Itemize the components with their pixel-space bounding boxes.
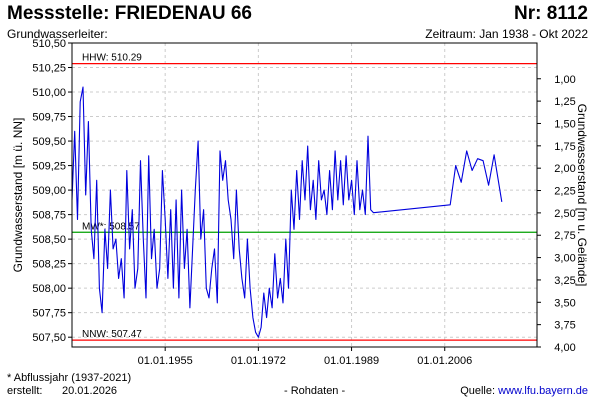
- plot-frame: [71, 42, 538, 348]
- data-type-label: - Rohdaten -: [284, 385, 346, 397]
- y2-tick-label: 2,25: [554, 186, 575, 198]
- y-tick-label: 508,00: [32, 283, 66, 295]
- x-tick-label: 01.01.1955: [138, 355, 193, 367]
- y2-tick-label: 3,75: [554, 320, 575, 332]
- reference-line-label: HHW: 510.29: [82, 53, 142, 64]
- station-number: Nr: 8112: [514, 3, 588, 25]
- y2-tick-label: 1,50: [554, 118, 575, 130]
- source-label: Quelle: www.lfu.bayern.de: [460, 385, 588, 397]
- reference-lines: HHW: 510.29 MW*: 508.57 NNW: 507.47: [72, 53, 537, 341]
- y-tick-label: 509,25: [32, 161, 66, 173]
- grid-layer: [72, 42, 537, 347]
- y2-tick-label: 3,50: [554, 297, 575, 309]
- y2-tick-label: 1,75: [554, 141, 575, 153]
- x-tick-label: 01.01.1989: [324, 355, 379, 367]
- aquifer-label: Grundwasserleiter:: [7, 27, 108, 41]
- number-value: 8112: [546, 3, 588, 24]
- y2-tick-label: 2,50: [554, 208, 575, 220]
- source-prefix: Quelle:: [460, 385, 496, 397]
- y-tick-label: 509,00: [32, 185, 66, 197]
- y2-tick-label: 1,25: [554, 96, 575, 108]
- y-tick-label: 507,50: [32, 332, 66, 344]
- series-layer: [71, 86, 503, 338]
- reference-line-label: NNW: 507.47: [82, 329, 142, 340]
- left-axis: 510,50 510,25 510,00 509,75 509,50 509,25 509,…: [32, 38, 72, 344]
- right-axis: 1,00 1,25 1,50 1,75 2,00 2,25 2,50 2,75 3,00 3,25…: [537, 74, 576, 354]
- y-tick-label: 508,50: [32, 234, 66, 246]
- y2-tick-label: 2,75: [554, 230, 575, 242]
- y2-tick-label: 2,00: [554, 163, 575, 175]
- y-tick-label: 510,00: [32, 87, 66, 99]
- source-link[interactable]: www.lfu.bayern.de: [498, 385, 588, 397]
- y2-tick-label: 4,00: [554, 342, 575, 354]
- station-prefix: Messstelle:: [7, 3, 110, 24]
- y2-tick-label: 1,00: [554, 74, 575, 86]
- created-label: erstellt:: [7, 385, 43, 397]
- x-tick-label: 01.01.2006: [417, 355, 472, 367]
- series-line: [71, 86, 503, 338]
- station-name: FRIEDENAU 66: [114, 3, 252, 24]
- period-label: Zeitraum: Jan 1938 - Okt 2022: [425, 27, 588, 41]
- y2-tick-label: 3,25: [554, 275, 575, 287]
- bottom-axis: 01.01.1955 01.01.1972 01.01.1989 01.01.2006: [138, 347, 472, 367]
- reference-line-label: MW*: 508.57: [82, 221, 140, 232]
- y2-axis-label: Grundwasserstand [m u. Gelände]: [575, 104, 589, 287]
- created-date: 20.01.2026: [62, 385, 118, 397]
- footnote: * Abflussjahr (1937-2021): [7, 372, 132, 384]
- y2-tick-label: 3,00: [554, 253, 575, 265]
- station-title: Messstelle: FRIEDENAU 66: [7, 3, 252, 25]
- y-axis-label: Grundwasserstand [m ü. NN]: [11, 118, 25, 273]
- y-tick-label: 510,25: [32, 63, 66, 75]
- number-prefix: Nr:: [514, 3, 542, 24]
- y-tick-label: 508,25: [32, 259, 66, 271]
- y-tick-label: 509,50: [32, 136, 66, 148]
- y-tick-label: 509,75: [32, 112, 66, 124]
- y-tick-label: 510,50: [32, 38, 66, 50]
- y-tick-label: 508,75: [32, 210, 66, 222]
- y-tick-label: 507,75: [32, 308, 66, 320]
- x-tick-label: 01.01.1972: [231, 355, 286, 367]
